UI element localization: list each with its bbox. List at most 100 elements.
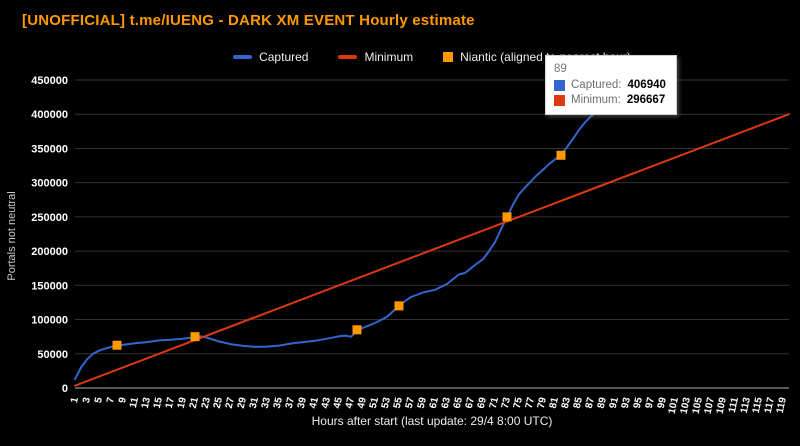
x-tick-label: 61 [428, 396, 441, 410]
tooltip-hour: 89 [554, 63, 567, 75]
x-axis-title: Hours after start (last update: 29/4 8:0… [311, 414, 553, 428]
chart-title: [UNOFFICIAL] t.me/IUENG - DARK XM EVENT … [22, 12, 475, 29]
x-tick-label: 39 [296, 396, 309, 410]
x-tick-label: 75 [512, 396, 525, 410]
legend-square-marker [443, 52, 454, 62]
tooltip-row-value: 296667 [626, 94, 666, 106]
x-tick-label: 67 [464, 396, 477, 410]
niantic-point[interactable] [556, 150, 566, 160]
x-tick-label: 55 [392, 396, 405, 410]
tooltip-row-value: 406940 [627, 79, 666, 91]
niantic-point[interactable] [190, 332, 200, 342]
y-axis-title: Portals not neutral [6, 191, 18, 281]
y-tick-label: 150000 [31, 280, 68, 292]
x-tick-label: 33 [260, 396, 273, 410]
legend-item-minimum[interactable]: Minimum [338, 50, 413, 64]
x-tick-label: 51 [368, 396, 381, 410]
x-tick-label: 95 [632, 396, 645, 410]
x-tick-label: 15 [152, 396, 165, 410]
x-tick-label: 73 [500, 396, 513, 410]
x-tick-label: 1 [69, 396, 81, 404]
x-tick-label: 31 [248, 396, 261, 410]
niantic-point[interactable] [502, 212, 512, 222]
y-tick-label: 250000 [31, 212, 68, 224]
x-tick-label: 113 [739, 396, 753, 414]
x-tick-label: 77 [524, 396, 537, 410]
x-tick-label: 7 [105, 396, 117, 404]
niantic-point[interactable] [394, 301, 404, 311]
legend-item-label: Minimum [364, 50, 414, 64]
y-tick-label: 200000 [31, 246, 68, 258]
x-tick-label: 111 [727, 396, 741, 414]
x-tick-label: 35 [272, 396, 285, 410]
x-tick-label: 57 [404, 396, 417, 410]
legend-item-captured[interactable]: Captured [233, 50, 308, 64]
legend-item-label: Captured [259, 50, 309, 64]
tooltip: 89 Captured: 406940 Minimum: 296667 [545, 55, 677, 115]
x-tick-label: 105 [691, 396, 705, 415]
x-tick-label: 99 [656, 396, 669, 410]
tooltip-row-label: Captured: [571, 79, 622, 91]
x-tick-label: 117 [763, 396, 777, 414]
y-tick-label: 400000 [31, 109, 68, 121]
y-tick-label: 300000 [31, 178, 68, 190]
x-tick-label: 17 [164, 396, 177, 410]
x-tick-label: 21 [188, 396, 201, 410]
x-tick-label: 13 [140, 396, 153, 410]
tooltip-row-label: Minimum: [571, 94, 621, 106]
niantic-point[interactable] [112, 340, 122, 350]
y-tick-label: 0 [62, 383, 68, 395]
x-tick-label: 79 [536, 396, 549, 410]
x-tick-label: 103 [679, 396, 693, 415]
x-tick-label: 115 [751, 396, 765, 414]
x-tick-label: 45 [332, 396, 345, 410]
x-tick-label: 85 [572, 396, 585, 410]
legend-line-marker [338, 55, 358, 59]
x-tick-label: 97 [644, 396, 657, 410]
x-tick-label: 59 [416, 396, 429, 410]
y-tick-label: 50000 [37, 349, 68, 361]
x-tick-label: 11 [128, 396, 141, 409]
tooltip-swatch [554, 94, 565, 106]
x-tick-label: 43 [320, 396, 333, 410]
x-tick-label: 19 [176, 396, 189, 410]
tooltip-rows: Captured: 406940 Minimum: 296667 [554, 79, 666, 106]
niantic-point[interactable] [352, 325, 362, 335]
x-tick-label: 37 [284, 396, 297, 410]
x-tick-label: 53 [380, 396, 393, 410]
x-tick-label: 83 [560, 396, 573, 410]
x-tick-label: 3 [81, 396, 93, 404]
y-tick-label: 450000 [31, 75, 68, 87]
x-tick-label: 5 [93, 396, 105, 404]
y-tick-label: 350000 [31, 143, 68, 155]
x-tick-label: 87 [584, 396, 597, 410]
x-tick-label: 107 [703, 396, 717, 415]
x-tick-label: 119 [775, 396, 789, 414]
x-tick-label: 81 [548, 396, 561, 410]
x-tick-label: 49 [356, 396, 369, 410]
x-tick-label: 109 [715, 396, 729, 415]
x-tick-label: 47 [344, 396, 357, 410]
tooltip-row-captured: Captured: 406940 [554, 79, 666, 91]
x-tick-label: 25 [212, 396, 225, 410]
x-tick-label: 69 [476, 396, 489, 410]
x-tick-label: 29 [236, 396, 249, 410]
x-tick-label: 71 [488, 396, 501, 410]
x-tick-label: 23 [200, 396, 213, 410]
minimum-line[interactable] [74, 113, 790, 387]
captured-line[interactable] [74, 108, 604, 381]
x-tick-label: 101 [667, 396, 681, 415]
x-tick-label: 9 [117, 396, 129, 404]
legend-line-marker [233, 55, 253, 59]
x-tick-label: 63 [440, 396, 453, 410]
x-tick-label: 27 [224, 396, 237, 410]
x-tick-label: 91 [608, 396, 621, 410]
tooltip-row-minimum: Minimum: 296667 [554, 94, 666, 106]
x-tick-label: 93 [620, 396, 633, 410]
x-tick-label: 89 [596, 396, 609, 410]
y-tick-label: 100000 [31, 315, 68, 327]
x-tick-label: 65 [452, 396, 465, 410]
tooltip-swatch [554, 79, 565, 91]
